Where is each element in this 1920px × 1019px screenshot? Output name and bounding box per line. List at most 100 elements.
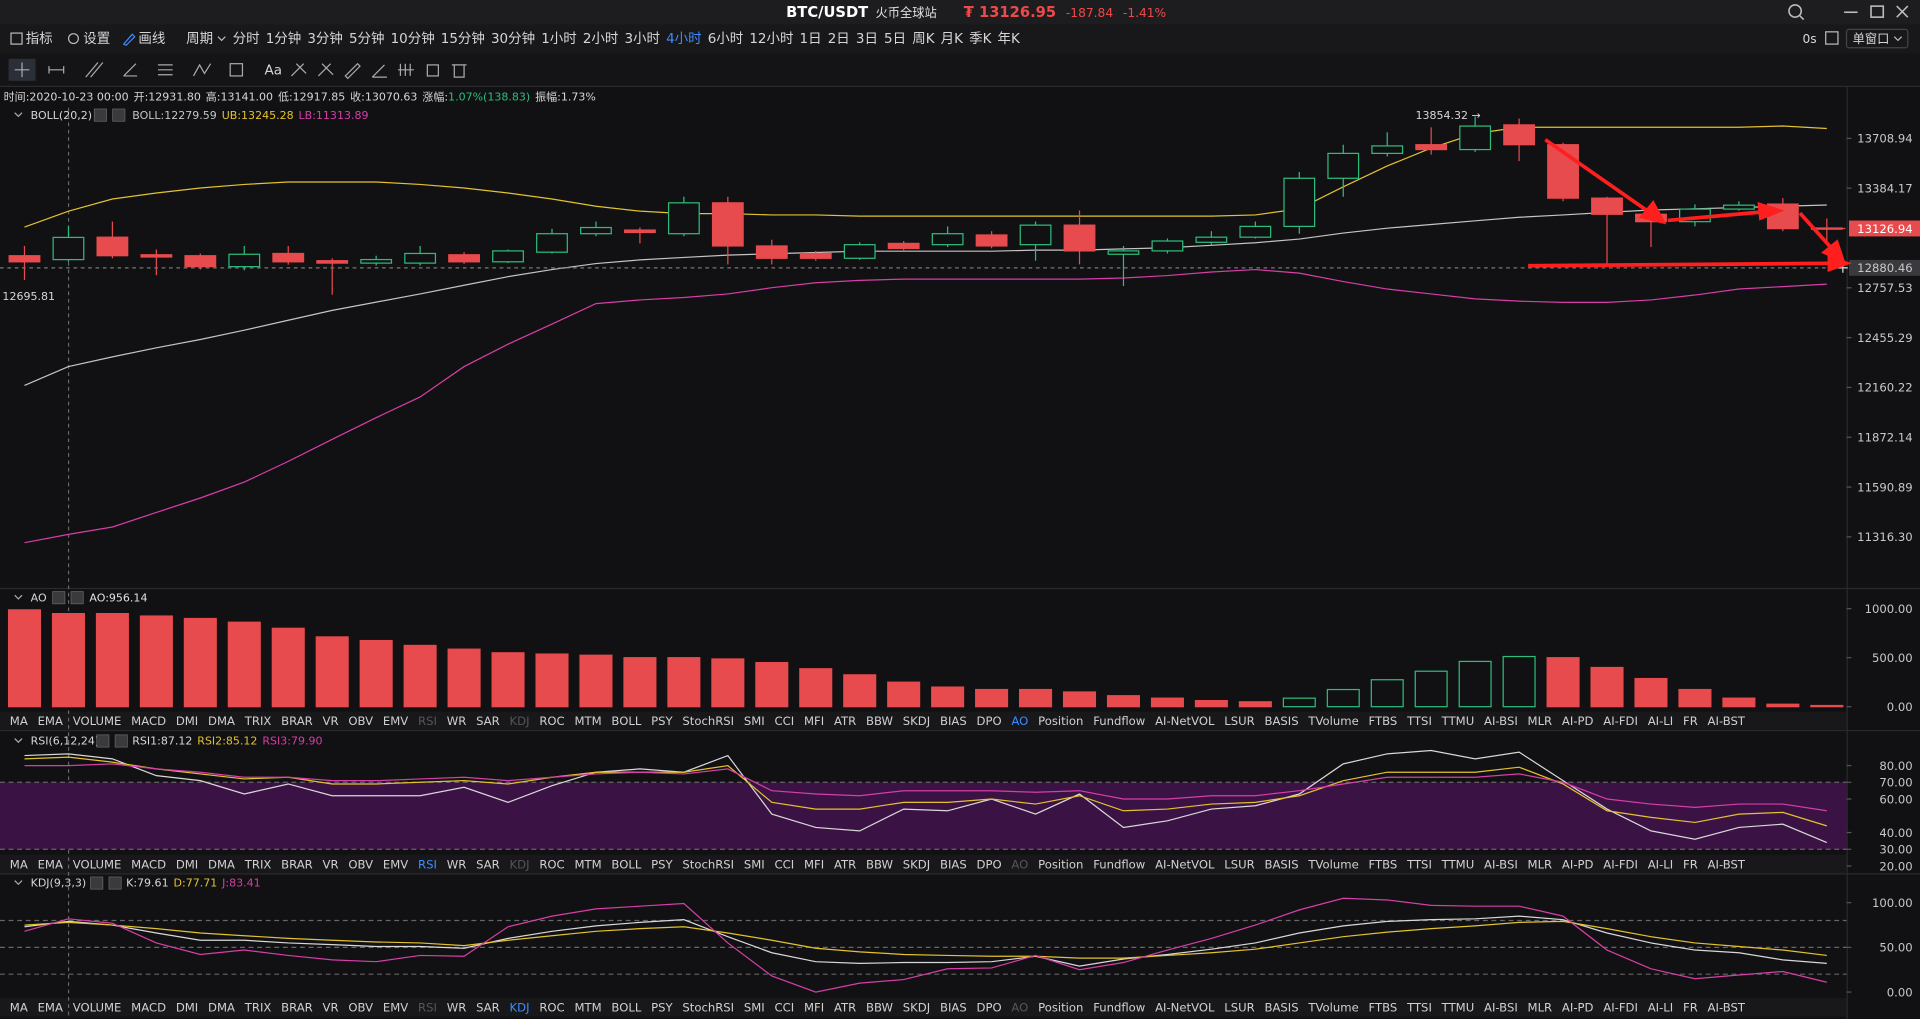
text-segment[interactable]: Fundflow (1093, 857, 1146, 871)
text-segment[interactable]: 1小时 (541, 31, 577, 47)
text-segment[interactable]: RSI (418, 714, 437, 728)
collapse-icon[interactable] (14, 880, 23, 886)
text-segment[interactable]: MLR (1528, 857, 1553, 871)
text-segment[interactable]: WR (447, 714, 467, 728)
collapse-icon[interactable] (14, 112, 23, 118)
text-segment[interactable]: Position (1038, 714, 1083, 728)
text-segment[interactable]: ROC (539, 1001, 564, 1015)
text-segment[interactable]: TVolume (1307, 857, 1358, 871)
text-segment[interactable]: SAR (476, 1001, 500, 1015)
text-segment[interactable]: MFI (804, 1001, 824, 1015)
text-segment[interactable]: BBW (866, 1001, 894, 1015)
text-segment[interactable]: SAR (476, 714, 500, 728)
text-segment[interactable]: SKDJ (903, 1001, 930, 1015)
text-segment[interactable]: BBW (866, 857, 894, 871)
text-segment[interactable]: WR (447, 1001, 467, 1015)
text-segment[interactable]: AI-NetVOL (1155, 857, 1215, 871)
text-segment[interactable]: Fundflow (1093, 714, 1146, 728)
text-segment[interactable]: 5日 (884, 31, 906, 47)
text-segment[interactable]: SKDJ (903, 857, 930, 871)
text-segment[interactable]: 3小时 (624, 31, 660, 47)
text-segment[interactable]: Position (1038, 1001, 1083, 1015)
text-segment[interactable]: KDJ (510, 1001, 530, 1015)
text-segment[interactable]: ATR (834, 857, 856, 871)
text-segment[interactable]: 10分钟 (391, 30, 435, 47)
text-segment[interactable]: AI-BST (1708, 714, 1746, 728)
window-mode-box[interactable] (1845, 28, 1909, 49)
text-segment[interactable]: 4小时 (666, 31, 702, 47)
text-segment[interactable]: 6小时 (708, 31, 744, 47)
text-segment[interactable]: ATR (834, 1001, 856, 1015)
text-segment[interactable]: 15分钟 (441, 30, 485, 47)
text-segment[interactable]: AI-FDI (1603, 857, 1638, 871)
text-segment[interactable]: MA (10, 1001, 28, 1015)
text-segment[interactable]: BBW (866, 714, 894, 728)
text-segment[interactable]: AI-PD (1562, 857, 1594, 871)
text-segment[interactable]: WR (447, 857, 467, 871)
text-segment[interactable]: BRAR (281, 714, 313, 728)
text-segment[interactable]: DMI (176, 1001, 198, 1015)
text-segment[interactable]: AO (1011, 714, 1028, 728)
text-segment[interactable]: DMA (208, 714, 235, 728)
text-segment[interactable]: EMV (383, 714, 408, 728)
toolbar-button[interactable]: 设置 (83, 31, 110, 47)
settings-btn[interactable] (52, 591, 66, 605)
text-segment[interactable]: BASIS (1264, 1001, 1298, 1015)
text-segment[interactable]: VR (323, 714, 339, 728)
text-segment[interactable]: AI-PD (1562, 714, 1594, 728)
text-segment[interactable]: 12小时 (749, 31, 793, 47)
text-segment[interactable]: EMA (38, 1001, 63, 1015)
text-segment[interactable]: MA (10, 714, 28, 728)
close-btn[interactable] (114, 734, 128, 748)
text-segment[interactable]: 30分钟 (491, 30, 535, 47)
tool-wave[interactable] (192, 63, 212, 77)
tool-link[interactable] (317, 63, 334, 77)
text-segment[interactable]: PSY (651, 857, 673, 871)
tool-lock[interactable] (426, 64, 439, 77)
text-segment[interactable]: DPO (977, 1001, 1002, 1015)
text-segment[interactable]: PSY (651, 1001, 673, 1015)
text-segment[interactable]: EMA (38, 714, 63, 728)
text-segment[interactable]: MACD (131, 857, 166, 871)
text-segment[interactable]: 2日 (828, 31, 850, 47)
tool-angle[interactable] (123, 63, 138, 77)
text-segment[interactable]: LSUR (1224, 857, 1254, 871)
text-segment[interactable]: 周K (912, 31, 935, 47)
text-segment[interactable]: FTBS (1369, 857, 1398, 871)
text-segment[interactable]: FR (1683, 1001, 1698, 1015)
text-segment[interactable]: AI-BSI (1484, 857, 1518, 871)
text-segment[interactable]: BIAS (940, 1001, 967, 1015)
settings-btn[interactable] (90, 876, 104, 890)
toolbar-button[interactable]: 画线 (138, 31, 165, 47)
text-segment[interactable]: Fundflow (1093, 1001, 1146, 1015)
text-segment[interactable]: DMA (208, 1001, 235, 1015)
tool-delete[interactable] (451, 64, 467, 78)
text-segment[interactable]: VOLUME (73, 714, 122, 728)
text-segment[interactable]: CCI (775, 714, 795, 728)
tool-measure[interactable] (397, 63, 414, 76)
text-segment[interactable]: SMI (744, 857, 765, 871)
tool-pen[interactable] (371, 64, 387, 78)
tool-brush[interactable] (290, 63, 307, 77)
text-segment[interactable]: RSI (418, 857, 437, 871)
text-segment[interactable]: MACD (131, 1001, 166, 1015)
text-segment[interactable]: TTSI (1406, 857, 1432, 871)
text-segment[interactable]: AI-PD (1562, 1001, 1594, 1015)
text-segment[interactable]: FTBS (1369, 1001, 1398, 1015)
text-segment[interactable]: AI-LI (1648, 1001, 1673, 1015)
text-segment[interactable]: TRIX (244, 857, 272, 871)
text-segment[interactable]: FR (1683, 714, 1698, 728)
text-segment[interactable]: MTM (574, 1001, 601, 1015)
close-btn[interactable] (112, 108, 126, 122)
text-segment[interactable]: 2小时 (583, 31, 619, 47)
text-segment[interactable]: 5分钟 (349, 30, 385, 47)
search-icon[interactable] (1788, 4, 1803, 18)
text-segment[interactable]: BOLL (611, 1001, 641, 1015)
text-segment[interactable]: PSY (651, 714, 673, 728)
text-segment[interactable]: OBV (348, 714, 373, 728)
text-segment[interactable]: AI-FDI (1603, 714, 1638, 728)
text-segment[interactable]: TTSI (1406, 1001, 1432, 1015)
text-segment[interactable]: DMI (176, 714, 198, 728)
text-segment[interactable]: EMV (383, 1001, 408, 1015)
maximize[interactable] (1870, 5, 1885, 18)
